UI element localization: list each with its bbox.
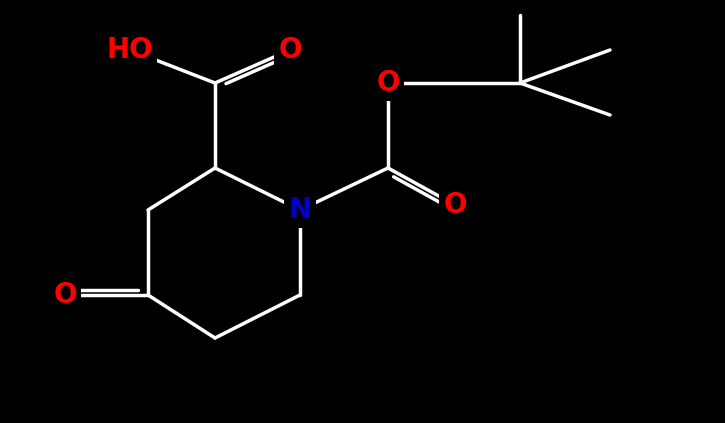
Text: O: O bbox=[53, 281, 77, 309]
Text: O: O bbox=[376, 69, 399, 97]
Text: O: O bbox=[278, 36, 302, 64]
Text: HO: HO bbox=[107, 36, 153, 64]
Text: N: N bbox=[289, 196, 312, 224]
Text: O: O bbox=[443, 191, 467, 219]
